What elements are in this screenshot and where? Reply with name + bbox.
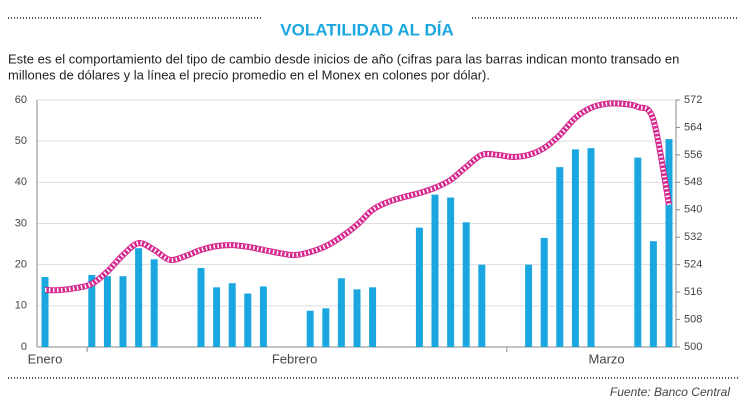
bar <box>213 287 221 347</box>
bar <box>135 248 143 347</box>
y2-tick-label: 556 <box>684 149 702 161</box>
y-tick-label: 30 <box>15 217 27 229</box>
bar <box>587 148 595 347</box>
bar <box>540 237 548 347</box>
y-tick-label: 20 <box>15 259 27 271</box>
bar <box>369 287 377 347</box>
y-tick-label: 50 <box>15 135 27 147</box>
y-tick-label: 10 <box>15 300 27 312</box>
x-tick-label: Enero <box>28 351 63 366</box>
bar <box>259 286 267 347</box>
y2-tick-label: 524 <box>684 259 702 271</box>
bar <box>228 283 236 347</box>
bar <box>649 241 657 347</box>
y2-tick-label: 516 <box>684 286 702 298</box>
bar <box>353 289 361 347</box>
y-tick-label: 0 <box>21 341 27 353</box>
bar <box>88 274 96 347</box>
y2-tick-label: 540 <box>684 204 702 216</box>
y2-tick-label: 572 <box>684 94 702 106</box>
bar <box>197 267 205 347</box>
bar <box>337 278 345 347</box>
bar <box>478 264 486 347</box>
bar <box>103 276 111 347</box>
bar <box>41 277 49 347</box>
bar <box>119 276 127 347</box>
source: Fuente: Banco Central <box>610 385 730 399</box>
bar <box>244 293 252 347</box>
x-tick-label: Febrero <box>272 351 318 366</box>
bar <box>462 222 470 347</box>
bar <box>150 259 158 347</box>
bar <box>556 167 564 347</box>
x-tick-label: Marzo <box>589 351 625 366</box>
bar <box>447 197 455 347</box>
subtitle: Este es el comportamiento del tipo de ca… <box>8 51 679 66</box>
subtitle: millones de dólares y la línea el precio… <box>8 67 490 82</box>
bar <box>431 194 439 347</box>
chart-title: VOLATILIDAD AL DÍA <box>280 20 453 39</box>
y2-tick-label: 532 <box>684 231 702 243</box>
y2-tick-label: 564 <box>684 121 702 133</box>
bar <box>525 264 533 347</box>
bar <box>634 157 642 347</box>
bar <box>571 149 579 347</box>
bar <box>306 310 314 347</box>
bar <box>415 227 423 347</box>
bar <box>665 139 673 347</box>
y-tick-label: 60 <box>15 94 27 106</box>
bar <box>322 308 330 347</box>
line-pattern <box>44 101 671 293</box>
y2-tick-label: 548 <box>684 176 702 188</box>
y2-tick-label: 500 <box>684 341 702 353</box>
y2-tick-label: 508 <box>684 313 702 325</box>
y-tick-label: 40 <box>15 176 27 188</box>
